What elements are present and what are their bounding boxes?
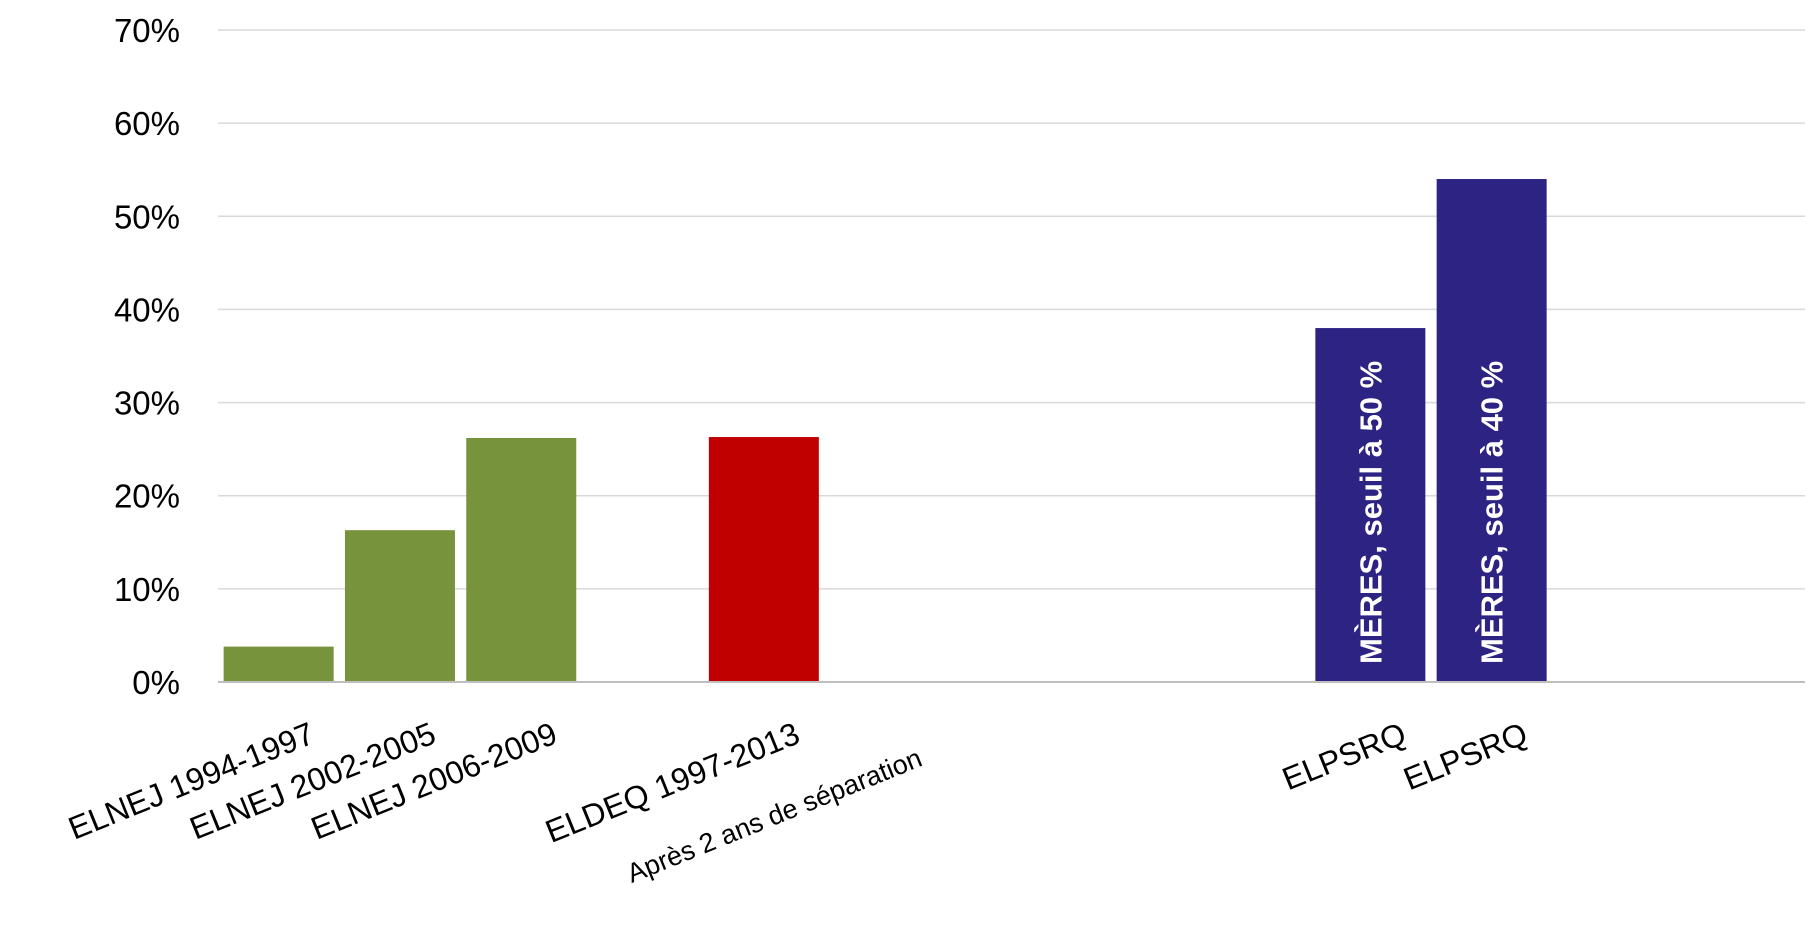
bar: [1315, 328, 1426, 682]
bar: [708, 437, 819, 682]
bar: [1436, 179, 1547, 682]
bars: MÈRES, seuil à 50 % MÈRES, seuil à 40 %: [223, 179, 1547, 682]
y-tick-label: 50%: [114, 198, 180, 235]
y-tick-label: 0%: [132, 664, 180, 701]
y-tick-label: 20%: [114, 478, 180, 515]
y-tick-label: 10%: [114, 571, 180, 608]
bar: [466, 437, 577, 682]
y-tick-label: 30%: [114, 385, 180, 422]
y-tick-label: 60%: [114, 105, 180, 142]
x-category-label: ELPSRQ: [1398, 715, 1532, 797]
bar-data-label: MÈRES, seuil à 50 %: [1353, 361, 1388, 664]
y-tick-label: 40%: [114, 291, 180, 328]
bar-data-label: MÈRES, seuil à 40 %: [1475, 361, 1510, 664]
x-category-label: ELPSRQ: [1277, 715, 1411, 797]
y-axis-tick-labels: 0% 10% 20% 30% 40% 50% 60% 70%: [114, 12, 180, 701]
gridlines: [218, 29, 1805, 590]
y-tick-label: 70%: [114, 12, 180, 49]
bar: [344, 530, 455, 682]
bar: [223, 646, 334, 682]
